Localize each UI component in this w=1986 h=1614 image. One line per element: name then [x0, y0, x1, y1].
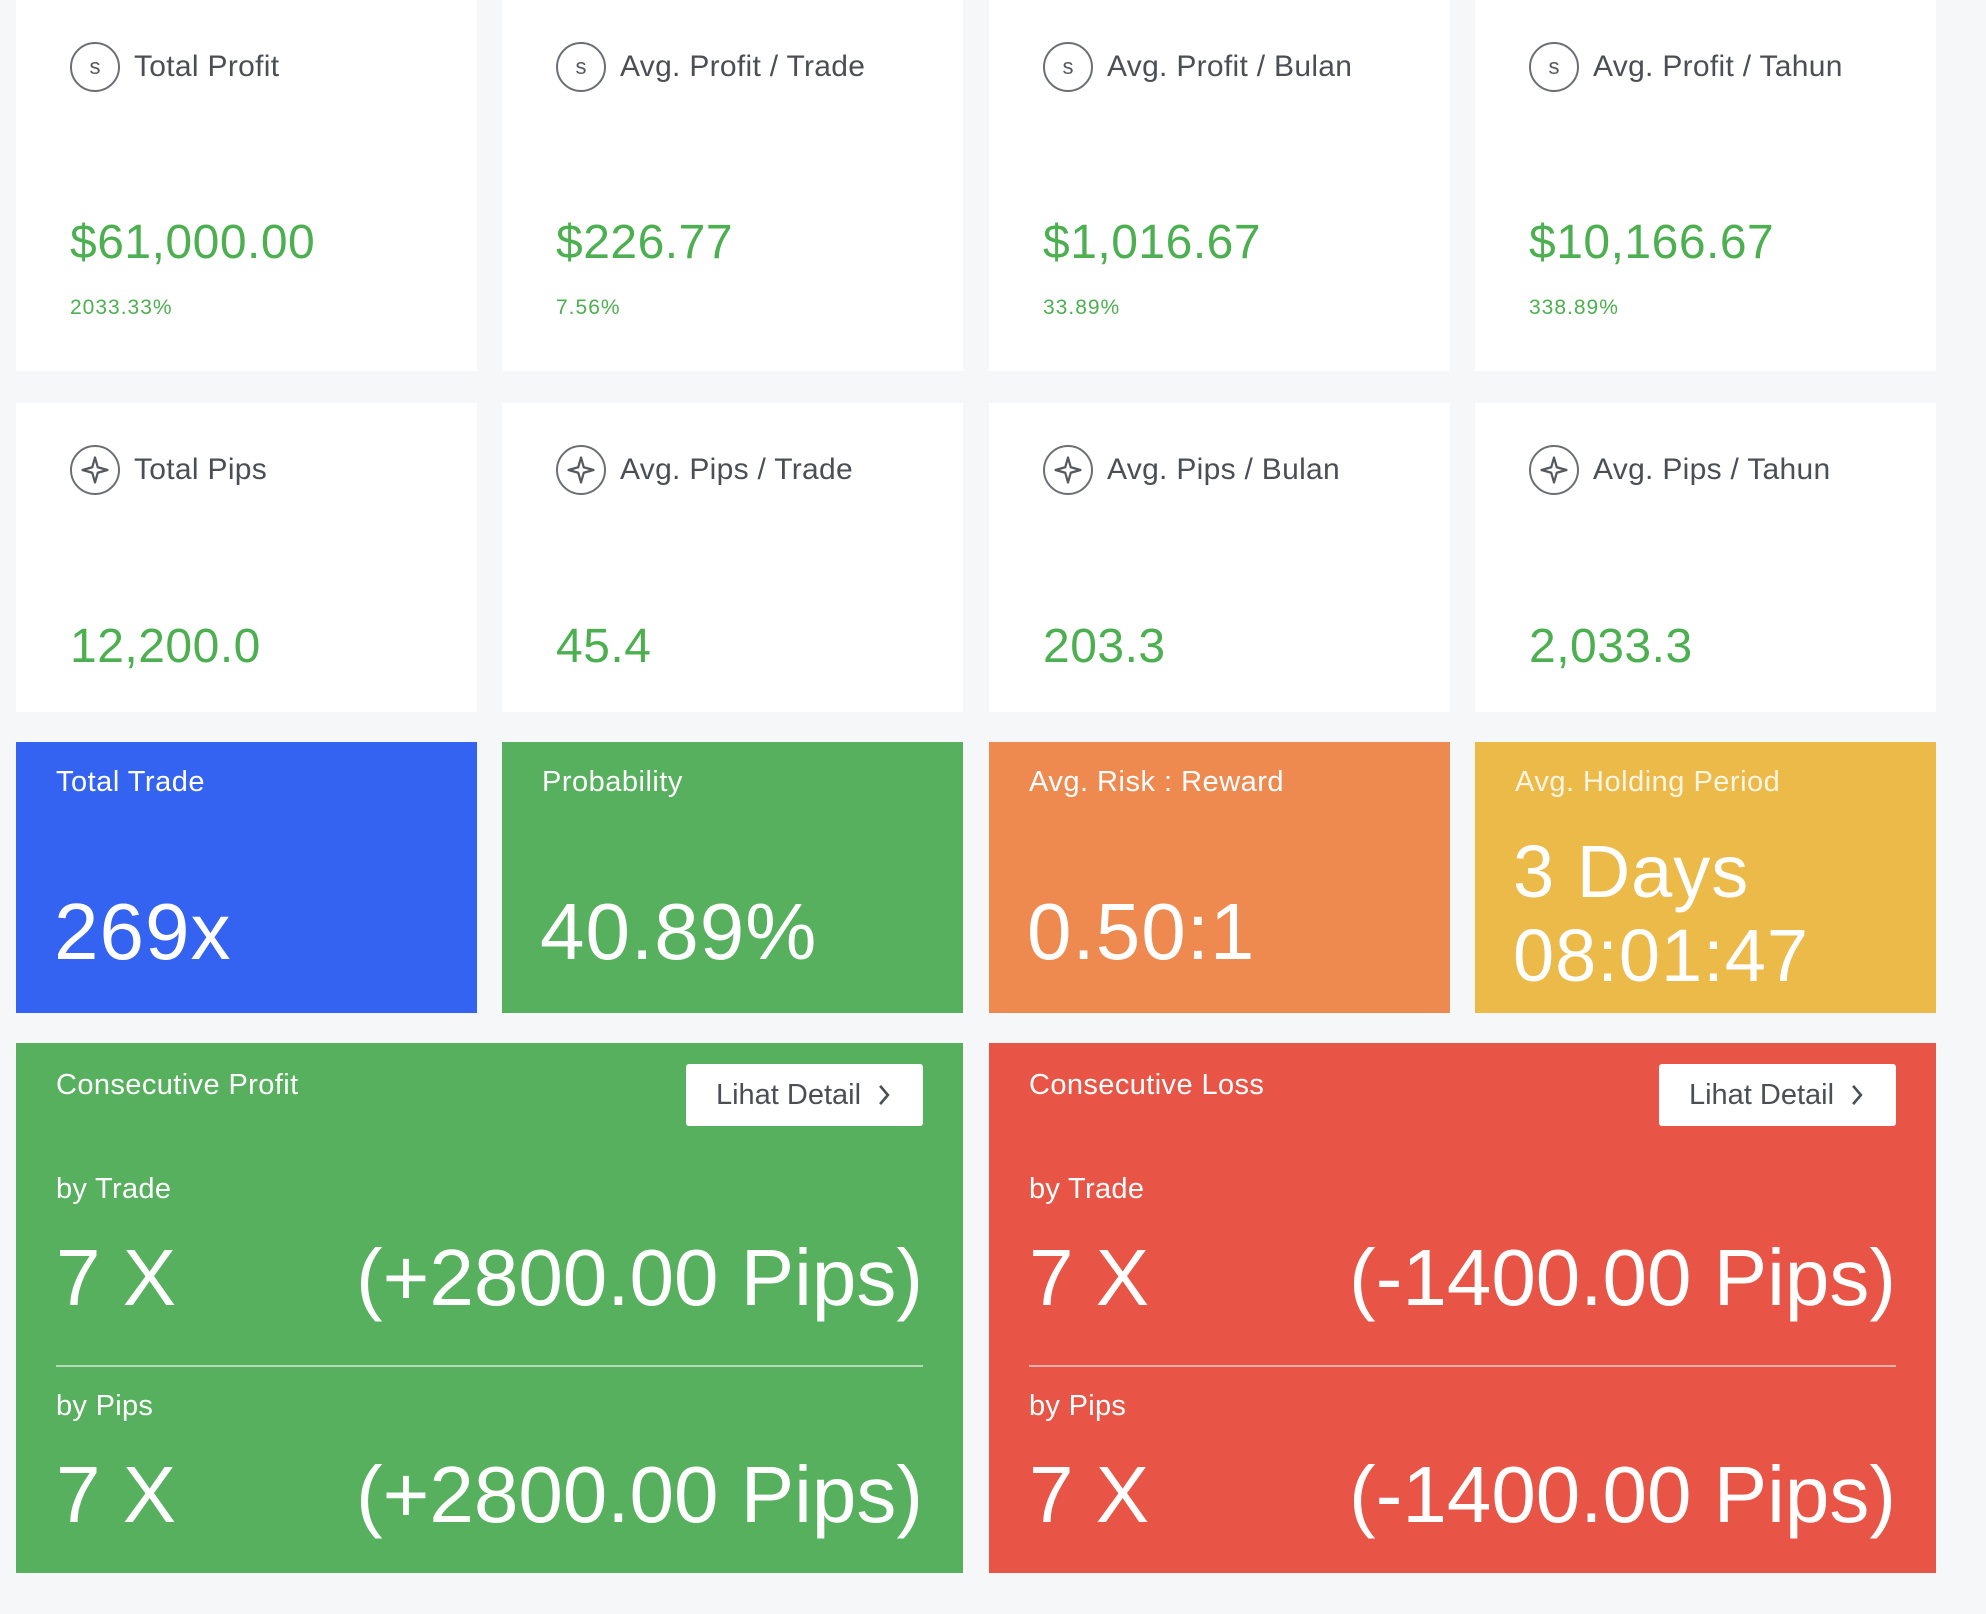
tile-label: Avg. Holding Period	[1515, 766, 1781, 798]
avg-pips-month-card: Avg. Pips / Bulan 203.3	[989, 403, 1450, 712]
stat-title: Avg. Profit / Bulan	[1107, 50, 1353, 83]
stat-title: Total Pips	[134, 453, 268, 486]
holding-period-days: 3 Days	[1513, 830, 1750, 913]
dollar-icon: s	[556, 42, 606, 92]
stat-percentage: 7.56%	[556, 296, 621, 319]
avg-pips-trade-card: Avg. Pips / Trade 45.4	[502, 403, 963, 712]
by-trade-count: 7 X	[56, 1233, 177, 1322]
tile-label: Total Trade	[56, 766, 205, 798]
by-pips-row: 7 X (-1400.00 Pips)	[1029, 1455, 1896, 1535]
dollar-icon: s	[70, 42, 120, 92]
by-trade-label: by Trade	[1029, 1173, 1145, 1205]
avg-profit-trade-card: s Avg. Profit / Trade $226.77 7.56%	[502, 0, 963, 371]
sparkle-icon	[556, 445, 606, 495]
by-trade-count: 7 X	[1029, 1233, 1150, 1322]
chevron-right-icon	[879, 1085, 890, 1105]
by-pips-pips: (+2800.00 Pips)	[355, 1450, 923, 1539]
stat-percentage: 2033.33%	[70, 296, 173, 319]
chevron-right-icon	[1852, 1085, 1863, 1105]
stat-value: 203.3	[1043, 620, 1166, 673]
by-trade-pips: (-1400.00 Pips)	[1349, 1233, 1896, 1322]
by-trade-row: 7 X (-1400.00 Pips)	[1029, 1238, 1896, 1318]
stat-title: Avg. Profit / Tahun	[1593, 50, 1843, 83]
stat-value: 45.4	[556, 620, 652, 673]
button-label: Lihat Detail	[715, 1078, 862, 1111]
by-pips-label: by Pips	[1029, 1390, 1127, 1422]
stat-value: 12,200.0	[70, 620, 261, 673]
stat-value: $61,000.00	[70, 216, 316, 269]
consecutive-loss-panel: Consecutive Loss Lihat Detail by Trade 7…	[989, 1043, 1936, 1573]
consecutive-profit-panel: Consecutive Profit Lihat Detail by Trade…	[16, 1043, 963, 1573]
dollar-icon: s	[1529, 42, 1579, 92]
tile-value: 40.89%	[540, 887, 818, 976]
by-pips-count: 7 X	[56, 1450, 177, 1539]
total-pips-card: Total Pips 12,200.0	[16, 403, 477, 712]
lihat-detail-button[interactable]: Lihat Detail	[686, 1064, 923, 1126]
sparkle-icon	[70, 445, 120, 495]
tile-value: 269x	[54, 887, 232, 976]
stat-value: 2,033.3	[1529, 620, 1693, 673]
lihat-detail-button[interactable]: Lihat Detail	[1659, 1064, 1896, 1126]
risk-reward-tile: Avg. Risk : Reward 0.50:1	[989, 742, 1450, 1013]
avg-pips-year-card: Avg. Pips / Tahun 2,033.3	[1475, 403, 1936, 712]
total-trade-tile: Total Trade 269x	[16, 742, 477, 1013]
stat-percentage: 338.89%	[1529, 296, 1619, 319]
tile-value: 0.50:1	[1027, 887, 1256, 976]
holding-period-time: 08:01:47	[1513, 914, 1810, 997]
by-pips-row: 7 X (+2800.00 Pips)	[56, 1455, 923, 1535]
holding-period-tile: Avg. Holding Period 3 Days 08:01:47	[1475, 742, 1936, 1013]
stat-value: $226.77	[556, 216, 734, 269]
divider	[1029, 1365, 1896, 1367]
by-pips-count: 7 X	[1029, 1450, 1150, 1539]
avg-profit-year-card: s Avg. Profit / Tahun $10,166.67 338.89%	[1475, 0, 1936, 371]
by-trade-row: 7 X (+2800.00 Pips)	[56, 1238, 923, 1318]
panel-title: Consecutive Profit	[56, 1069, 299, 1101]
divider	[56, 1365, 923, 1367]
stat-title: Avg. Pips / Tahun	[1593, 453, 1831, 486]
stat-title: Total Profit	[134, 50, 280, 83]
by-pips-pips: (-1400.00 Pips)	[1349, 1450, 1896, 1539]
sparkle-icon	[1043, 445, 1093, 495]
stat-percentage: 33.89%	[1043, 296, 1121, 319]
probability-tile: Probability 40.89%	[502, 742, 963, 1013]
avg-profit-month-card: s Avg. Profit / Bulan $1,016.67 33.89%	[989, 0, 1450, 371]
tile-label: Avg. Risk : Reward	[1029, 766, 1285, 798]
tile-value: 3 Days 08:01:47	[1513, 830, 1809, 998]
stat-title: Avg. Pips / Trade	[620, 453, 854, 486]
stat-title: Avg. Profit / Trade	[620, 50, 866, 83]
stat-value: $10,166.67	[1529, 216, 1775, 269]
total-profit-card: s Total Profit $61,000.00 2033.33%	[16, 0, 477, 371]
by-trade-label: by Trade	[56, 1173, 172, 1205]
stat-title: Avg. Pips / Bulan	[1107, 453, 1341, 486]
by-trade-pips: (+2800.00 Pips)	[355, 1233, 923, 1322]
stat-value: $1,016.67	[1043, 216, 1262, 269]
panel-title: Consecutive Loss	[1029, 1069, 1265, 1101]
dollar-icon: s	[1043, 42, 1093, 92]
sparkle-icon	[1529, 445, 1579, 495]
by-pips-label: by Pips	[56, 1390, 154, 1422]
button-label: Lihat Detail	[1688, 1078, 1835, 1111]
tile-label: Probability	[542, 766, 683, 798]
